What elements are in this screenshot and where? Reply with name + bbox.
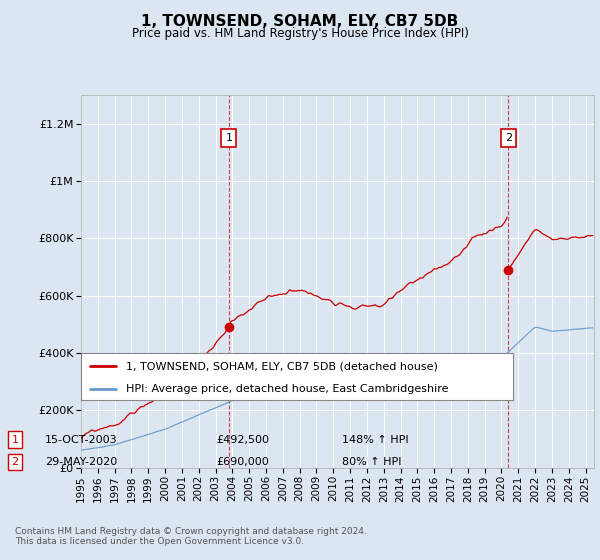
Text: £690,000: £690,000 — [216, 457, 269, 467]
Text: 2: 2 — [505, 133, 512, 143]
Text: 2: 2 — [11, 457, 19, 467]
Text: 1, TOWNSEND, SOHAM, ELY, CB7 5DB: 1, TOWNSEND, SOHAM, ELY, CB7 5DB — [142, 14, 458, 29]
Text: 29-MAY-2020: 29-MAY-2020 — [45, 457, 117, 467]
Text: 1: 1 — [226, 133, 232, 143]
Text: 1, TOWNSEND, SOHAM, ELY, CB7 5DB (detached house): 1, TOWNSEND, SOHAM, ELY, CB7 5DB (detach… — [127, 361, 438, 371]
Text: Price paid vs. HM Land Registry's House Price Index (HPI): Price paid vs. HM Land Registry's House … — [131, 27, 469, 40]
Text: £492,500: £492,500 — [216, 435, 269, 445]
Text: 1: 1 — [11, 435, 19, 445]
Text: 148% ↑ HPI: 148% ↑ HPI — [342, 435, 409, 445]
Text: 15-OCT-2003: 15-OCT-2003 — [45, 435, 118, 445]
Text: HPI: Average price, detached house, East Cambridgeshire: HPI: Average price, detached house, East… — [127, 384, 449, 394]
Text: Contains HM Land Registry data © Crown copyright and database right 2024.
This d: Contains HM Land Registry data © Crown c… — [15, 526, 367, 546]
Text: 80% ↑ HPI: 80% ↑ HPI — [342, 457, 401, 467]
